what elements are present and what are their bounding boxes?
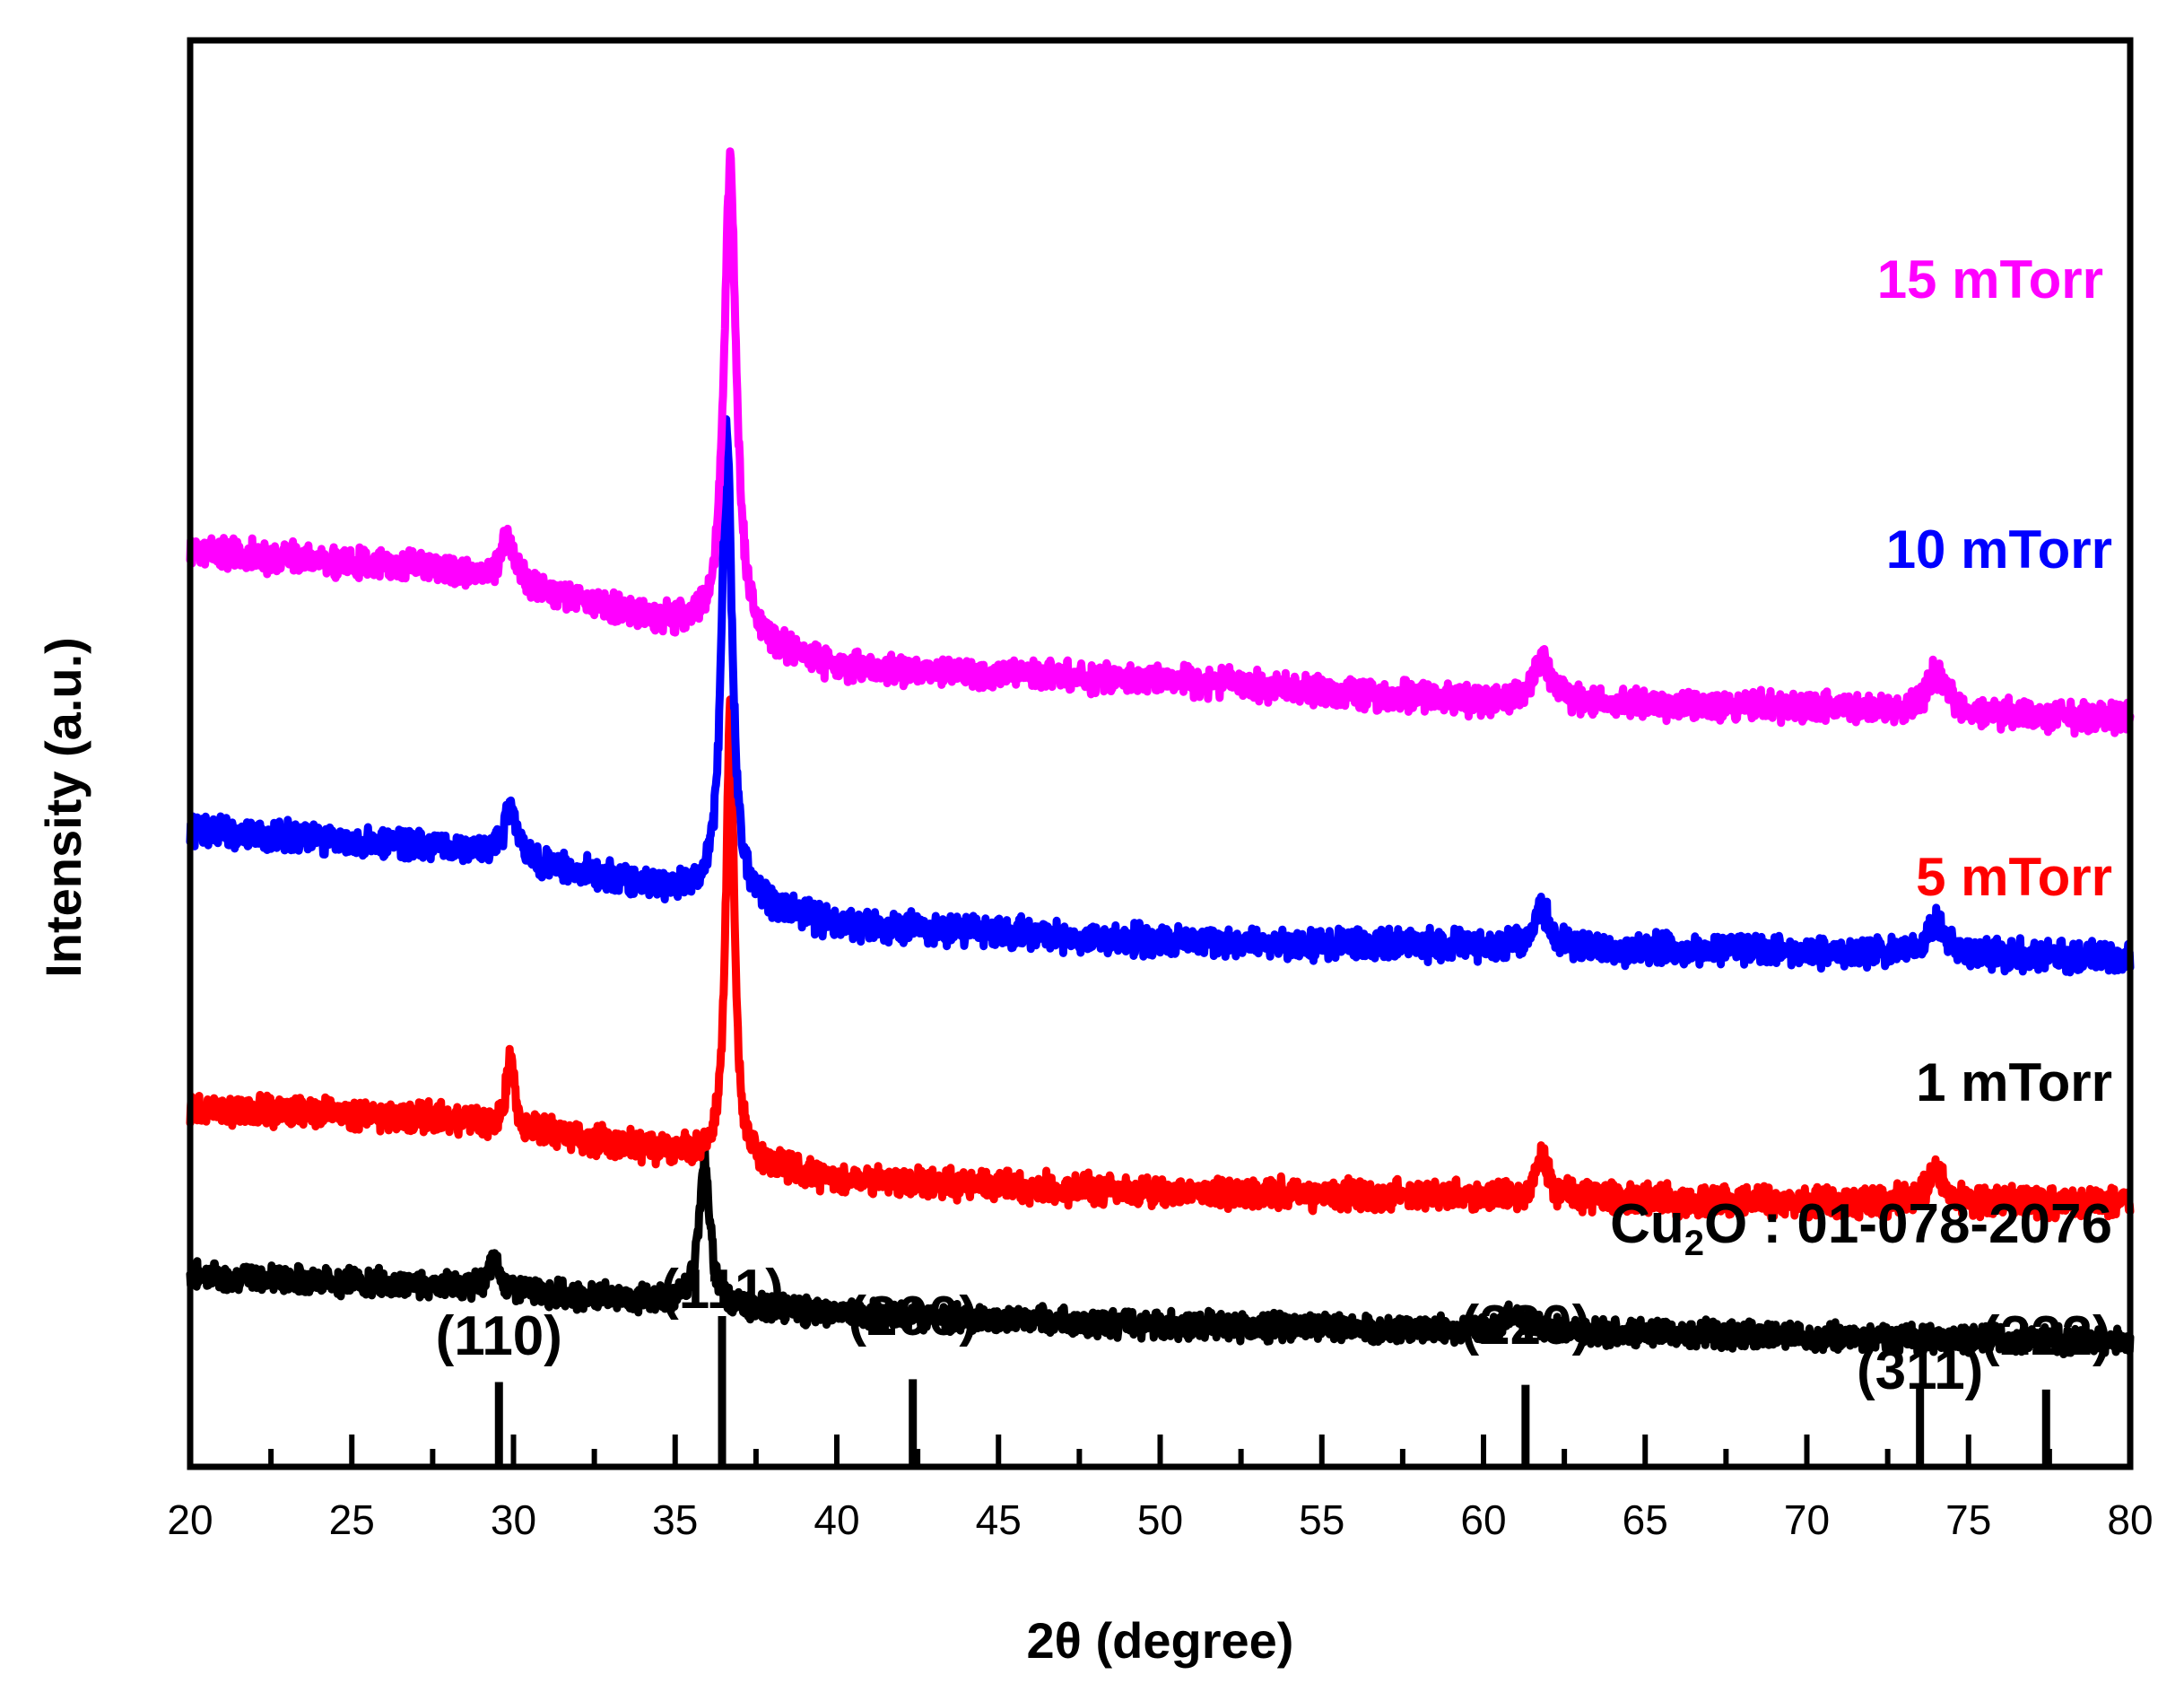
reference-title-main: Cu (1610, 1193, 1684, 1255)
x-tick-label: 30 (491, 1496, 536, 1543)
x-tick-label: 25 (329, 1496, 375, 1543)
x-tick-label: 20 (167, 1496, 213, 1543)
x-tick-label: 50 (1137, 1496, 1183, 1543)
x-axis-ticks: 20 25 30 35 40 45 50 55 60 65 70 75 80 (167, 1435, 2154, 1543)
reference-label: (200) (848, 1286, 978, 1347)
series-line (186, 414, 2135, 977)
x-axis-title: 2θ (degree) (1027, 1612, 1294, 1669)
x-tick-label: 60 (1460, 1496, 1506, 1543)
series-label-5mtorr: 5 mTorr (1916, 847, 2112, 907)
reference-title-rest: O : 01-078-2076 (1704, 1193, 2112, 1255)
series-label-10mtorr: 10 mTorr (1886, 519, 2112, 580)
x-tick-label: 40 (814, 1496, 859, 1543)
y-axis-title: Intensity (a.u.) (35, 637, 91, 978)
reference-label: (311) (1857, 1339, 1983, 1401)
reference-label: (110) (436, 1305, 562, 1367)
plot-frame (187, 37, 2134, 1470)
series-line (186, 1146, 2135, 1358)
series-label-1mtorr: 1 mTorr (1916, 1052, 2112, 1112)
reference-group: (110) (111) (200) (220) (311)(222) (436, 1259, 2111, 1464)
reference-card-title: Cu2O : 01-078-2076 (1610, 1193, 2112, 1263)
reference-title-subscript: 2 (1684, 1224, 1704, 1263)
x-tick-label: 80 (2107, 1496, 2153, 1543)
series-group (186, 147, 2135, 1358)
x-tick-label: 65 (1623, 1496, 1668, 1543)
reference-label: (220) (1460, 1295, 1590, 1356)
series-labels: 15 mTorr 10 mTorr 5 mTorr 1 mTorr (1877, 249, 2112, 1112)
x-tick-label: 75 (1945, 1496, 1991, 1543)
series-line (186, 147, 2135, 738)
series-label-15mtorr: 15 mTorr (1877, 249, 2103, 310)
x-tick-label: 45 (976, 1496, 1022, 1543)
reference-label: (222) (1981, 1305, 2111, 1367)
series-line (186, 695, 2135, 1223)
x-tick-label: 70 (1784, 1496, 1830, 1543)
reference-label: (111) (660, 1259, 784, 1321)
x-tick-label: 55 (1299, 1496, 1344, 1543)
x-tick-label: 35 (652, 1496, 698, 1543)
